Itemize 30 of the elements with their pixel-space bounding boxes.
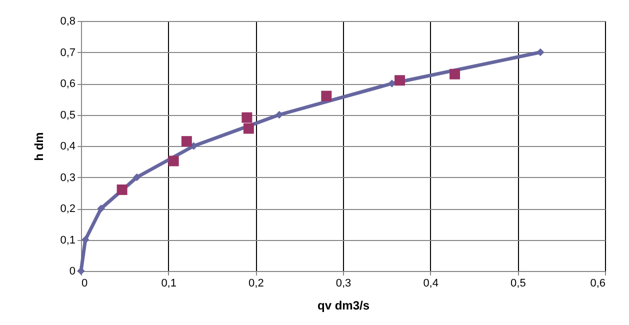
point <box>116 184 128 195</box>
point <box>275 110 284 119</box>
y-tick-label: 0,1 <box>60 234 76 246</box>
y-tick-label: 0,5 <box>60 109 76 122</box>
point <box>168 156 179 166</box>
x-tick-label: 0,1 <box>161 278 176 290</box>
y-tick-label: 0,4 <box>60 140 76 152</box>
y-tick-label: 0,3 <box>60 172 76 184</box>
point <box>181 136 192 147</box>
y-tick-label: 0,8 <box>60 16 76 28</box>
point <box>243 123 254 134</box>
point <box>321 90 332 102</box>
y-axis-title: h dm <box>32 132 46 161</box>
y-tick-label: 0 <box>69 266 76 278</box>
point <box>133 173 141 182</box>
y-tick-label: 0,6 <box>60 78 76 90</box>
point <box>394 75 406 86</box>
x-tick-label: 0,4 <box>423 278 438 290</box>
x-tick-label: 0,5 <box>510 278 526 290</box>
x-tick-label: 0,3 <box>336 278 352 290</box>
point <box>450 68 460 80</box>
point <box>242 112 252 123</box>
point <box>97 204 105 212</box>
y-tick-label: 0,7 <box>60 46 76 59</box>
x-tick-label: 0,6 <box>590 278 606 290</box>
x-axis-title: qv dm3/s <box>317 298 370 312</box>
point <box>536 48 544 56</box>
x-tick-label: 0,2 <box>248 278 264 290</box>
x-tick-label: 0 <box>82 278 88 290</box>
y-tick-label: 0,2 <box>60 203 76 215</box>
